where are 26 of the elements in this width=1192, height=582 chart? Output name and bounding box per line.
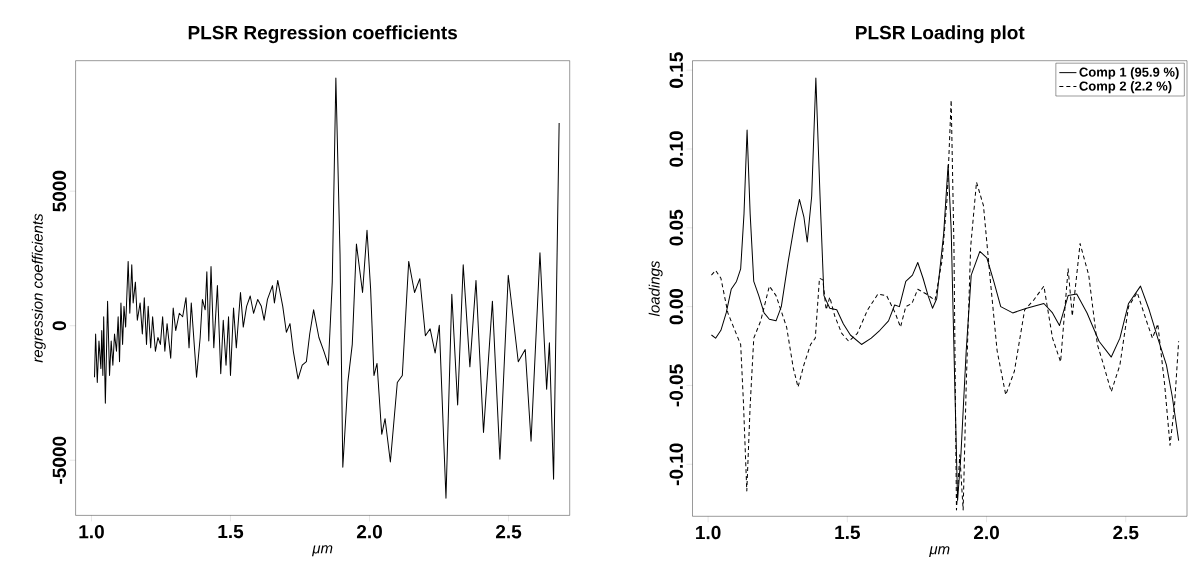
y-tick-label: 0.15 — [669, 52, 683, 88]
legend-label: Comp 1 (95.9 %) — [1079, 67, 1179, 80]
chart-title: PLSR Loading plot — [856, 25, 1025, 44]
y-tick-label: 0.05 — [669, 209, 683, 246]
x-tick-label: 1.5 — [835, 525, 860, 540]
x-tick-label: 2.0 — [356, 524, 382, 539]
y-tick-label: 5000 — [52, 170, 67, 212]
x-axis-title: μm — [311, 545, 333, 557]
x-tick-label: 1.0 — [79, 524, 104, 539]
y-tick-label: -5000 — [52, 436, 67, 484]
x-tick-label: 1.0 — [696, 525, 721, 540]
y-axis-title: regression coefficients — [31, 213, 46, 363]
x-tick-label: 1.5 — [218, 524, 244, 539]
y-tick-label: 0 — [52, 321, 67, 331]
y-tick-label: -0.10 — [669, 443, 683, 486]
x-tick-label: 2.0 — [973, 525, 999, 540]
line-series — [94, 77, 560, 499]
y-tick-label: 0.00 — [669, 288, 683, 325]
y-axis-title: loadings — [648, 260, 663, 317]
chart-title: PLSR Regression coefficients — [188, 25, 457, 44]
x-tick-label: 2.5 — [1113, 525, 1139, 540]
x-tick-label: 2.5 — [495, 524, 522, 539]
y-tick-label: -0.05 — [669, 364, 683, 407]
y-tick-label: 0.10 — [669, 131, 683, 167]
legend-label: Comp 2 (2.2 %) — [1079, 81, 1172, 94]
x-axis-title: μm — [929, 546, 950, 558]
